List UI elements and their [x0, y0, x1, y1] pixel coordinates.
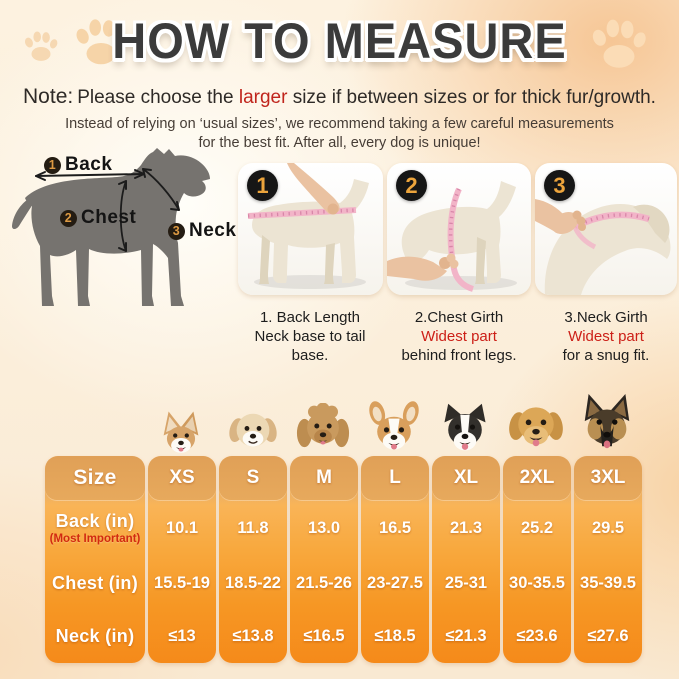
number-2-badge: 2: [60, 209, 77, 227]
caption-chest-girth: 2.Chest Girth Widest part behind front l…: [401, 309, 517, 364]
table-column-3xl: 3XL 29.5 35-39.5 ≤27.6: [574, 456, 642, 663]
measuring-tape: [447, 187, 474, 292]
table-column-xs: XS 10.1 15.5-19 ≤13: [148, 456, 216, 663]
dog-corgi-image: [366, 400, 422, 456]
table-cell: 15.5-19: [154, 573, 210, 592]
caption-neck-girth: 3.Neck Girth Widest part for a snug fit.: [562, 309, 650, 364]
number-1-badge: 1: [44, 156, 61, 174]
table-cell: 11.8: [237, 518, 269, 537]
note-label: Note:: [23, 85, 74, 108]
note-line-1: Note: Please choose the larger size if be…: [23, 85, 656, 108]
paw-print-icon: [22, 28, 60, 66]
column-header: XL: [432, 456, 500, 500]
photo-back-length: 1: [238, 163, 383, 295]
photo-neck-girth: 3: [535, 163, 677, 295]
table-column-l: L 16.5 23-27.5 ≤18.5: [361, 456, 429, 663]
note-line-3: for the best fit. After all, every dog i…: [198, 135, 481, 151]
dog-silhouette: [12, 200, 33, 229]
dog-golden-retriever-image: [508, 398, 564, 456]
table-cell: 16.5: [378, 518, 412, 537]
table-column-s: S 11.8 18.5-22 ≤13.8: [219, 456, 287, 663]
photo-chest-girth: 2: [387, 163, 531, 295]
note-line-2: Instead of relying on ‘usual sizes’, we …: [65, 116, 614, 132]
table-cell: 29.5: [591, 518, 625, 537]
mannequin-body: [252, 179, 369, 283]
table-cell: ≤18.5: [374, 627, 416, 645]
table-cell: ≤13: [168, 627, 196, 645]
table-column-m: M 13.0 21.5-26 ≤16.5: [290, 456, 358, 663]
table-cell: 35-39.5: [580, 573, 636, 592]
paw-print-icon: [72, 14, 130, 72]
table-cell: ≤16.5: [303, 627, 345, 645]
diagram-chest-label: 2 Chest: [60, 207, 136, 229]
mannequin-body: [401, 181, 516, 283]
table-cell: 25-31: [444, 573, 488, 592]
back-arrow: [35, 173, 145, 177]
dog-havanese-image: [227, 406, 279, 456]
table-column-2xl: 2XL 25.2 30-35.5 ≤23.6: [503, 456, 571, 663]
size-chart-table: Size Back (in) (Most Important) Chest (i…: [45, 456, 642, 663]
page-title: HOW TO MEASURE: [112, 12, 567, 69]
step-2-badge: 2: [396, 170, 427, 201]
paw-print-icon: [588, 14, 650, 76]
column-header: S: [219, 456, 287, 500]
table-cell: ≤23.6: [516, 627, 558, 645]
dog-german-shepherd-image: [577, 392, 637, 456]
table-cell: 25.2: [520, 518, 554, 537]
dog-poodle-image: [296, 403, 350, 456]
hand: [287, 163, 340, 214]
hand: [387, 256, 447, 281]
table-column-xl: XL 21.3 25-31 ≤21.3: [432, 456, 500, 663]
column-header: XS: [148, 456, 216, 500]
table-cell: ≤27.6: [587, 627, 629, 645]
table-cell: ≤21.3: [445, 627, 487, 645]
table-cell: 13.0: [307, 518, 341, 537]
most-important-note: (Most Important): [49, 533, 141, 545]
dog-measurement-diagram: [5, 148, 235, 328]
step-3-badge: 3: [544, 170, 575, 201]
row-label-chest: Chest (in): [52, 572, 138, 593]
note-block: Note: Please choose the larger size if be…: [0, 84, 679, 153]
row-label-back: Back (in) (Most Important): [49, 511, 141, 545]
column-header: 2XL: [503, 456, 571, 500]
table-cell: 21.5-26: [296, 573, 352, 592]
column-header: L: [361, 456, 429, 500]
table-cell: 30-35.5: [509, 573, 565, 592]
column-header: M: [290, 456, 358, 500]
table-cell: 23-27.5: [367, 573, 423, 592]
dog-chihuahua-image: [156, 409, 206, 457]
table-column-labels: Size Back (in) (Most Important) Chest (i…: [45, 456, 145, 663]
caption-back-length: 1. Back Length Neck base to tail base.: [254, 309, 366, 364]
step-1-badge: 1: [247, 170, 278, 201]
neck-arrow: [142, 168, 180, 211]
chest-arrow: [119, 180, 127, 252]
table-cell: 21.3: [449, 518, 483, 537]
table-cell: 18.5-22: [225, 573, 281, 592]
column-header: Size: [45, 456, 145, 500]
column-header: 3XL: [574, 456, 642, 500]
table-cell: ≤13.8: [232, 627, 274, 645]
number-3-badge: 3: [168, 222, 185, 240]
dog-border-collie-image: [437, 400, 493, 456]
diagram-neck-label: 3 Neck: [168, 220, 236, 242]
note-highlight: larger: [238, 87, 288, 108]
table-cell: 10.1: [165, 518, 199, 537]
diagram-back-label: 1 Back: [44, 154, 112, 176]
row-label-neck: Neck (in): [55, 626, 135, 646]
